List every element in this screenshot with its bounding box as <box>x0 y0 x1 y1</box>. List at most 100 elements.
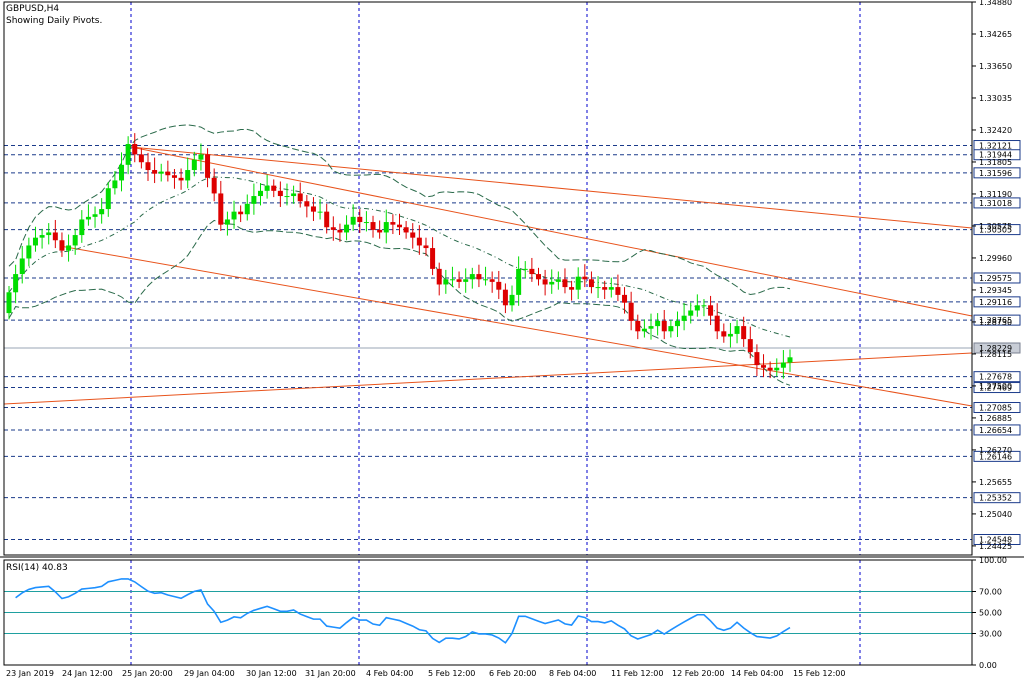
candle-body <box>549 281 555 285</box>
trend-line <box>59 245 973 407</box>
candle-body <box>211 177 217 194</box>
candle-body <box>562 279 568 288</box>
pivot-label-box <box>973 424 1021 436</box>
time-label: 31 Jan 20:00 <box>305 669 356 678</box>
candle-body <box>132 144 138 155</box>
candle-body <box>46 232 52 236</box>
candle-body <box>648 326 654 329</box>
candle-body <box>688 310 694 316</box>
candle-body <box>668 326 674 332</box>
price-tick-label: 1.27500 <box>979 382 1012 391</box>
candle-body <box>622 294 628 303</box>
time-label: 25 Jan 20:00 <box>122 669 173 678</box>
pivot-label: 1.30505 <box>979 226 1012 235</box>
price-tick-label: 1.26885 <box>979 414 1012 423</box>
candle-body <box>463 279 469 282</box>
pivot-label: 1.26146 <box>979 452 1012 461</box>
candle-body <box>138 154 144 163</box>
candle-body <box>92 214 98 217</box>
candle-body <box>324 211 330 228</box>
candle-body <box>13 274 19 293</box>
price-tick-label: 1.33650 <box>979 62 1012 71</box>
time-label: 4 Feb 04:00 <box>366 669 413 678</box>
pivot-label-box <box>973 149 1021 161</box>
candle-body <box>377 229 383 233</box>
price-tick-label: 1.28115 <box>979 350 1012 359</box>
price-tick-label: 1.30575 <box>979 222 1012 231</box>
time-label: 8 Feb 04:00 <box>549 669 596 678</box>
price-tick-label: 1.31190 <box>979 190 1012 199</box>
candle-body <box>509 294 515 306</box>
time-label: 29 Jan 04:00 <box>184 669 235 678</box>
pivot-label: 1.31944 <box>979 151 1012 160</box>
pivot-label-box <box>973 492 1021 504</box>
candle-body <box>390 222 396 225</box>
pivot-label: 1.27085 <box>979 404 1012 413</box>
candle-body <box>602 287 608 290</box>
candle-body <box>52 232 58 241</box>
candle-body <box>489 279 495 282</box>
candle-body <box>535 274 541 280</box>
price-tick-label: 1.25040 <box>979 510 1012 519</box>
pivot-label: 1.26654 <box>979 426 1012 435</box>
candle-body <box>734 326 740 334</box>
candle-body <box>6 292 12 314</box>
candle-body <box>317 211 323 213</box>
price-tick-label: 1.32420 <box>979 126 1012 135</box>
chart-title: GBPUSD,H4 Showing Daily Pivots. <box>6 3 102 27</box>
candle-body <box>588 279 594 288</box>
candle-body <box>661 320 667 332</box>
candle-body <box>244 203 250 215</box>
candle-body <box>291 193 297 197</box>
candle-body <box>251 196 257 204</box>
time-label: 5 Feb 12:00 <box>428 669 475 678</box>
candle-body <box>363 222 369 224</box>
candle-body <box>456 279 462 282</box>
rsi-line <box>15 578 791 644</box>
candle-body <box>264 185 270 191</box>
candle-body <box>271 185 277 191</box>
pivot-label: 1.29575 <box>979 274 1012 283</box>
price-tick-label: 1.34880 <box>979 0 1012 7</box>
candle-body <box>370 222 376 230</box>
candle-body <box>761 365 767 368</box>
candle-body <box>628 302 634 321</box>
trend-line <box>130 146 973 317</box>
candle-body <box>780 362 786 368</box>
candle-body <box>575 276 581 290</box>
pivot-label-box <box>973 450 1021 462</box>
candle-body <box>330 227 336 230</box>
candle-body <box>741 326 747 340</box>
current-price-label: 1.28229 <box>979 344 1012 353</box>
price-tick-label: 1.31805 <box>979 158 1012 167</box>
time-label: 6 Feb 20:00 <box>489 669 536 678</box>
symbol-label: GBPUSD,H4 <box>6 4 60 14</box>
candle-body <box>423 245 429 249</box>
candle-body <box>119 164 125 181</box>
candle-body <box>191 159 197 171</box>
time-label: 30 Jan 12:00 <box>246 669 297 678</box>
pivot-label-box <box>973 533 1021 545</box>
price-tick-label: 1.29345 <box>979 286 1012 295</box>
candle-body <box>721 331 727 337</box>
pivot-label: 1.27469 <box>979 384 1012 393</box>
candle-body <box>231 211 237 220</box>
candle-body <box>655 320 661 327</box>
pivot-label: 1.31018 <box>979 199 1012 208</box>
candle-body <box>542 279 548 285</box>
candle-body <box>238 211 244 215</box>
time-label: 23 Jan 2019 <box>6 669 54 678</box>
price-tick-label: 1.33035 <box>979 94 1012 103</box>
candle-body <box>165 171 171 176</box>
candle-body <box>569 287 575 290</box>
candle-body <box>99 209 105 215</box>
pivot-label-box <box>973 402 1021 414</box>
candle-body <box>39 235 45 238</box>
pivot-caption: Showing Daily Pivots. <box>6 16 103 26</box>
candle-body <box>608 287 614 290</box>
candle-body <box>767 367 773 371</box>
candle-body <box>701 305 707 307</box>
candle-body <box>522 268 528 270</box>
candle-body <box>72 235 78 246</box>
